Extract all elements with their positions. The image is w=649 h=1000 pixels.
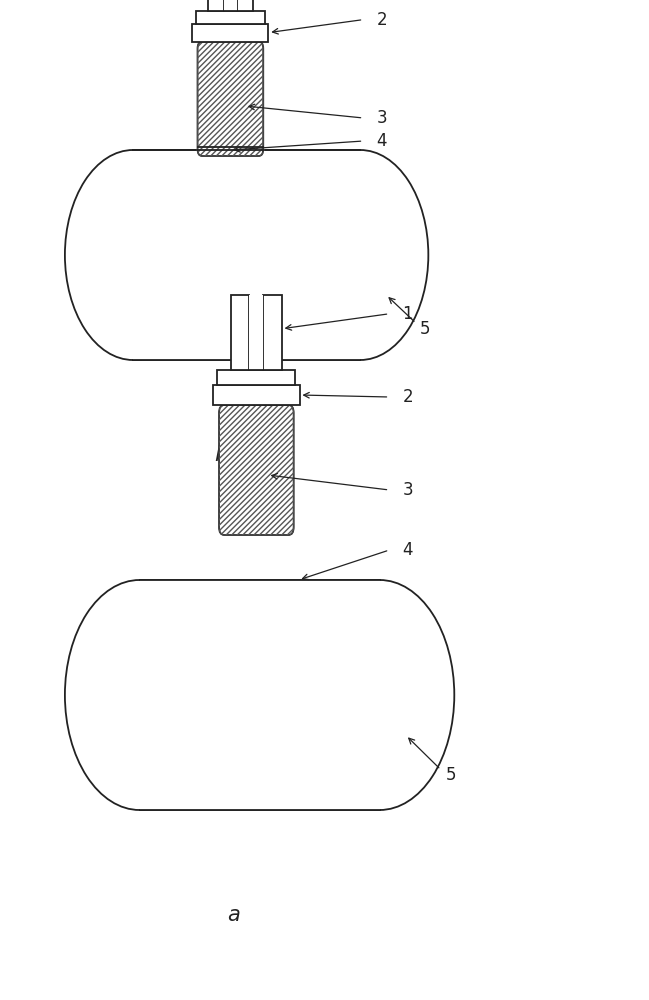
Text: a: a bbox=[227, 905, 240, 925]
Bar bbox=[133, 150, 360, 360]
Text: 3: 3 bbox=[376, 109, 387, 127]
Bar bbox=[263, 295, 282, 370]
Text: 3: 3 bbox=[402, 481, 413, 499]
Circle shape bbox=[305, 580, 454, 810]
Bar bbox=[237, 0, 252, 11]
Circle shape bbox=[65, 150, 201, 360]
Circle shape bbox=[65, 580, 214, 810]
Bar bbox=[231, 295, 249, 370]
Polygon shape bbox=[140, 580, 380, 810]
Bar bbox=[208, 0, 224, 11]
Bar bbox=[224, 0, 237, 11]
Text: 2: 2 bbox=[402, 388, 413, 406]
Bar bbox=[196, 11, 265, 24]
Polygon shape bbox=[133, 150, 360, 360]
Bar bbox=[213, 385, 300, 405]
Bar bbox=[249, 295, 263, 370]
Text: 5: 5 bbox=[445, 766, 456, 784]
Text: 5: 5 bbox=[420, 320, 431, 338]
Circle shape bbox=[292, 150, 428, 360]
Text: 1: 1 bbox=[402, 305, 413, 323]
Text: b: b bbox=[214, 445, 227, 465]
Text: 2: 2 bbox=[376, 11, 387, 29]
Bar bbox=[192, 24, 269, 42]
Bar bbox=[140, 580, 380, 810]
Text: 4: 4 bbox=[402, 541, 413, 559]
FancyBboxPatch shape bbox=[197, 42, 263, 156]
Bar bbox=[217, 370, 295, 385]
FancyBboxPatch shape bbox=[219, 405, 293, 535]
Text: 4: 4 bbox=[376, 132, 387, 150]
Bar bbox=[196, 147, 265, 162]
